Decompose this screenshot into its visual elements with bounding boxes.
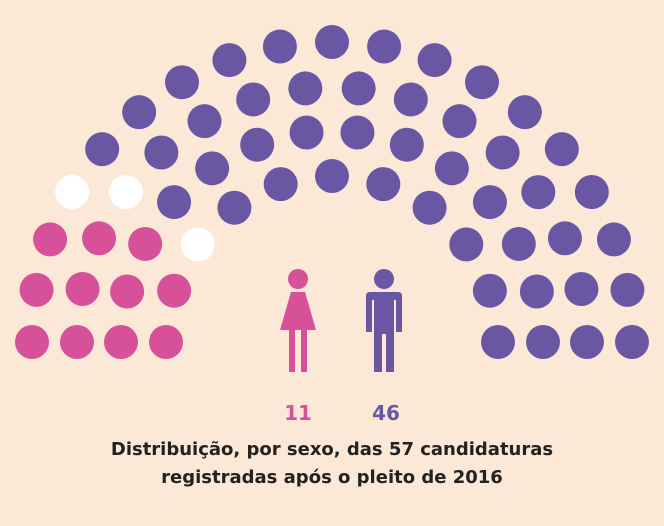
seat [149,325,183,359]
seat [289,115,324,150]
seat [263,167,298,202]
seat [367,29,402,64]
seat [501,226,536,261]
seat [615,325,649,359]
seat [564,271,599,306]
seat [521,175,556,210]
seat [315,159,349,193]
seat [393,82,428,117]
seat [340,115,375,150]
seat [417,43,452,78]
seat [596,222,631,257]
seat [33,222,68,257]
seat [144,135,179,170]
seat [85,132,120,167]
seat [187,104,222,139]
male-count: 46 [372,401,400,425]
female-count: 11 [284,401,312,425]
seat [472,185,507,220]
seat [485,135,520,170]
seat [82,221,117,256]
man-icon [366,269,402,372]
seat [110,274,145,309]
seat [122,95,157,130]
seat [547,221,582,256]
seat [157,273,192,308]
seat [236,82,271,117]
seat [165,65,199,100]
seat [574,175,609,209]
seat [180,227,215,262]
seat [610,272,645,307]
seat [195,151,230,186]
seat [472,273,507,308]
seat [240,127,275,162]
seat [19,272,54,307]
seat [449,227,484,262]
seat [412,190,447,225]
seat [481,325,515,359]
seat [544,132,579,167]
seat [341,71,376,106]
seat [389,127,424,162]
chart: 11 46 [15,25,649,425]
seat [65,271,100,306]
seat [217,190,252,225]
seat [507,95,542,130]
seat [442,104,477,139]
seat [55,175,90,209]
seat [104,325,138,359]
seat [366,167,401,202]
seat [526,325,560,359]
seat [128,226,163,261]
seat [108,175,143,210]
seat [262,29,297,64]
seat [60,325,94,359]
seat [157,185,192,220]
seat [519,274,554,309]
seat [434,151,469,186]
seat [315,25,349,59]
seat [212,43,247,78]
seat [288,71,323,106]
woman-icon [280,269,316,372]
chart-title: Distribuição, por sexo, das 57 candidatu… [110,439,554,488]
seat [465,65,499,100]
seat [15,325,49,359]
seat [570,325,604,359]
